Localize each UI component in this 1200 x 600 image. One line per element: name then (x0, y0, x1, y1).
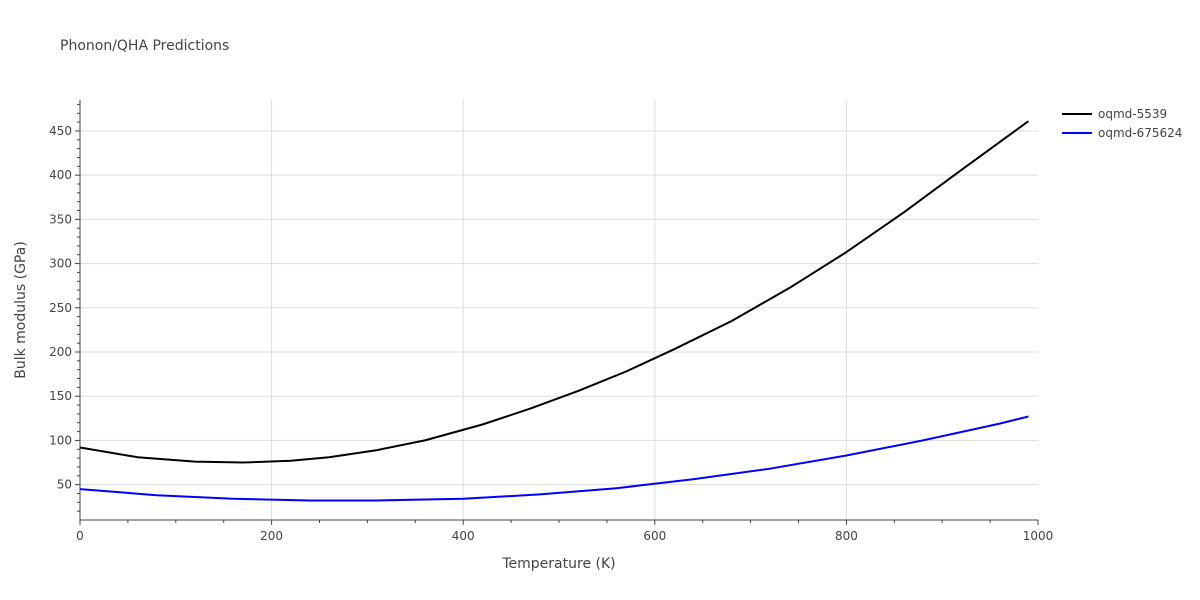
y-tick-label: 250 (49, 301, 72, 315)
series-layer (79, 120, 1029, 502)
y-tick-label: 100 (49, 433, 72, 447)
x-tick-label: 800 (835, 529, 858, 543)
legend[interactable]: oqmd-5539 oqmd-675624 (1062, 107, 1182, 140)
y-tick-label: 200 (49, 345, 72, 359)
legend-item-oqmd-5539[interactable]: oqmd-5539 (1062, 107, 1167, 121)
x-tick-label: 400 (452, 529, 475, 543)
legend-label: oqmd-675624 (1098, 126, 1182, 140)
legend-item-oqmd-675624[interactable]: oqmd-675624 (1062, 126, 1182, 140)
y-tick-label: 300 (49, 257, 72, 271)
x-axis-title: Temperature (K) (501, 556, 615, 572)
legend-label: oqmd-5539 (1098, 107, 1167, 121)
axes: 0 200 400 600 800 1000 50 100 150 200 250 300 350 400… (49, 100, 1053, 543)
y-tick-label: 400 (49, 168, 72, 182)
x-tick-label: 200 (260, 529, 283, 543)
y-tick-label: 450 (49, 124, 72, 138)
grid (80, 100, 1038, 520)
chart-title: Phonon/QHA Predictions (60, 38, 229, 54)
x-tick-label: 0 (76, 529, 84, 543)
series-line-oqmd-5539 (79, 120, 1029, 464)
y-tick-label: 150 (49, 389, 72, 403)
y-tick-label: 350 (49, 212, 72, 226)
y-tick-label: 50 (57, 478, 72, 492)
series-line-oqmd-675624 (79, 415, 1029, 502)
y-axis-title: Bulk modulus (GPa) (13, 241, 29, 379)
x-tick-label: 1000 (1023, 529, 1054, 543)
x-tick-label: 600 (643, 529, 666, 543)
